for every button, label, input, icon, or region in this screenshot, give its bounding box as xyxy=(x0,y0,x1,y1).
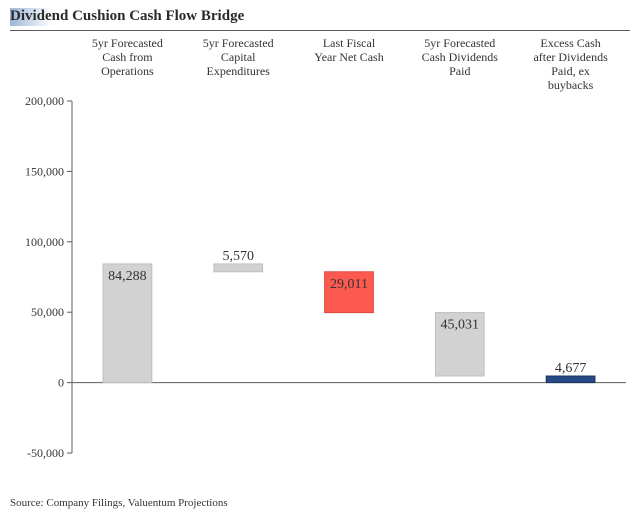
y-tick-label: 200,000 xyxy=(25,94,64,108)
bar-value-label: 4,677 xyxy=(555,361,587,376)
category-label: Excess Cashafter DividendsPaid, exbuybac… xyxy=(533,36,608,92)
bar-value-label: 45,031 xyxy=(441,318,480,333)
chart-title-bar: Dividend Cushion Cash Flow Bridge xyxy=(10,6,630,31)
category-label: 5yr ForecastedCapitalExpenditures xyxy=(203,36,274,78)
category-label: 5yr ForecastedCash DividendsPaid xyxy=(422,36,499,78)
bar-value-label: 5,570 xyxy=(222,249,254,264)
waterfall-chart: -50,000 0 50,000 100,000 150,000 200,000 5yr F… xyxy=(10,33,630,487)
y-tick-label: 0 xyxy=(58,376,64,390)
category-label: Last FiscalYear Net Cash xyxy=(314,36,383,64)
y-tick-label: 150,000 xyxy=(25,164,64,178)
y-tick-label: -50,000 xyxy=(27,446,64,460)
y-tick-label: 50,000 xyxy=(31,305,64,319)
category-label: 5yr ForecastedCash fromOperations xyxy=(92,36,163,78)
bar-value-label: 29,011 xyxy=(330,277,368,292)
waterfall-bar xyxy=(214,264,263,272)
source-caption: Source: Company Filings, Valuentum Proje… xyxy=(10,497,228,509)
chart-title: Dividend Cushion Cash Flow Bridge xyxy=(10,6,630,25)
bar-value-label: 84,288 xyxy=(108,269,147,284)
waterfall-bar xyxy=(546,376,595,383)
chart-svg: -50,000 0 50,000 100,000 150,000 200,000 5yr F… xyxy=(10,33,630,487)
y-tick-label: 100,000 xyxy=(25,235,64,249)
